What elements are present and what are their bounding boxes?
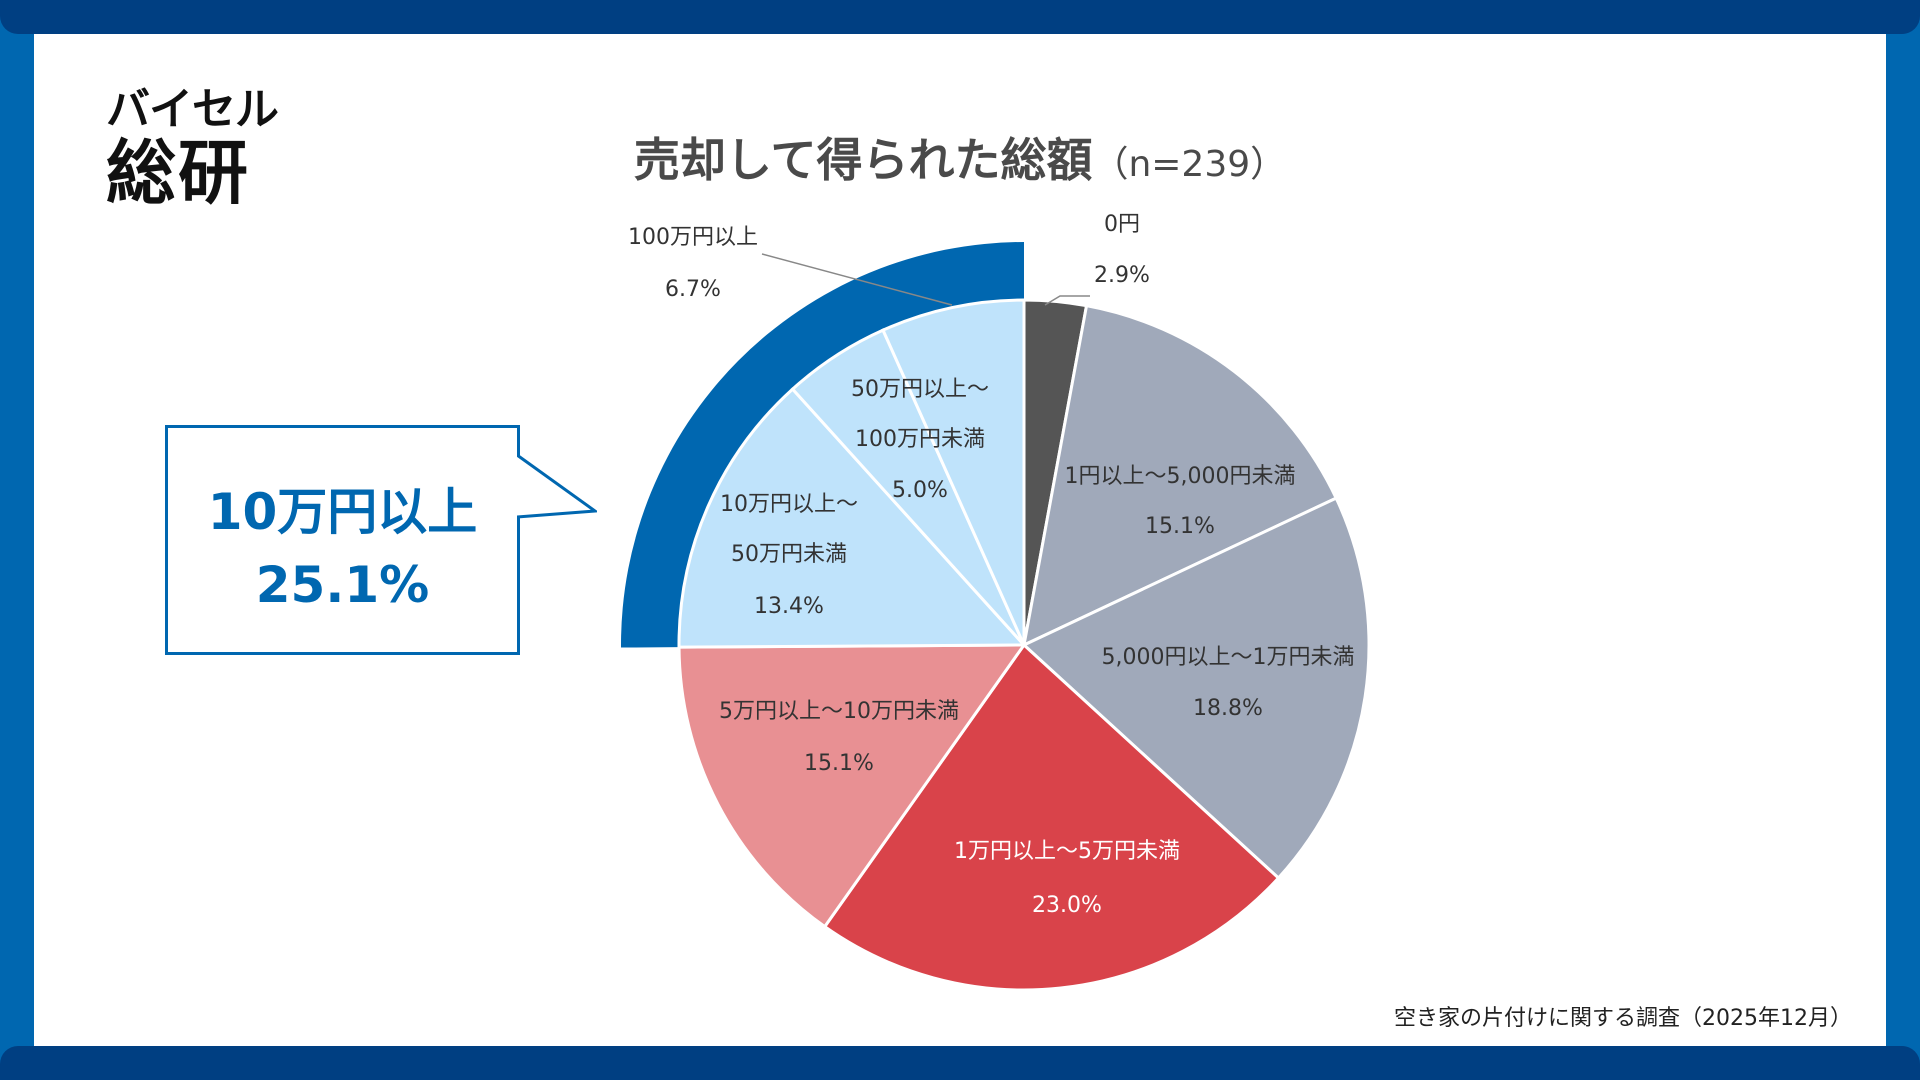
chart-subtitle: （n=239）: [1092, 144, 1287, 185]
pie-slice-5: [677, 386, 1028, 649]
pie-slice-7: [881, 298, 1026, 646]
slice-label-3: 1万円以上～5万円未満: [954, 839, 1180, 864]
pie-slices: [677, 298, 1371, 992]
callout-label: 10万円以上: [207, 483, 478, 541]
slice-value-7: 6.7%: [665, 277, 721, 302]
slice-label-4: 5万円以上～10万円未満: [719, 699, 959, 724]
slice-value-6: 5.0%: [892, 478, 948, 503]
brand-logo: バイセル 総研: [106, 84, 286, 214]
source-note: 空き家の片付けに関する調査（2025年12月）: [1394, 1006, 1852, 1031]
slice-value-2: 18.8%: [1193, 696, 1263, 721]
highlight-arc: [621, 242, 1024, 648]
pie-slice-3: [822, 642, 1281, 992]
slice-value-3: 23.0%: [1032, 893, 1102, 918]
frame-border-bottom: [0, 1046, 1920, 1080]
callout-value: 25.1%: [255, 555, 430, 614]
slice-value-1: 15.1%: [1145, 514, 1215, 539]
slice-label-5-line1: 50万円未満: [731, 542, 847, 567]
callout-pointer: [517, 453, 597, 519]
slice-label-7: 100万円以上: [628, 225, 758, 250]
frame-border-top: [0, 0, 1920, 34]
leader-lines: [761, 253, 1090, 306]
slice-value-4: 15.1%: [804, 751, 874, 776]
frame-border-left: [0, 0, 34, 1080]
pie-slice-1: [1021, 303, 1339, 648]
slice-value-5: 13.4%: [754, 594, 824, 619]
slice-label-1: 1円以上～5,000円未満: [1065, 464, 1296, 489]
brand-logo-line2: 総研: [106, 132, 250, 214]
chart-title-block: 売却して得られた総額（n=239）: [0, 124, 1920, 190]
highlight-callout: 10万円以上 25.1%: [165, 425, 520, 655]
highlight-arc-layer: [621, 242, 1024, 648]
slice-label-2: 5,000円以上～1万円未満: [1102, 645, 1355, 670]
pie-slice-4: [677, 643, 1027, 929]
frame-border-right: [1886, 0, 1920, 1080]
slice-label-6-line1: 100万円未満: [855, 427, 985, 452]
brand-logo-line1: バイセル: [106, 84, 279, 135]
chart-title: 売却して得られた総額: [633, 133, 1093, 187]
leader-line-7: [761, 253, 953, 306]
slice-label-6-line0: 50万円以上～: [851, 377, 989, 402]
pie-slice-2: [1021, 496, 1371, 881]
slice-label-0: 0円: [1104, 212, 1140, 237]
slice-value-0: 2.9%: [1094, 263, 1150, 288]
slice-labels: 0円 2.9% 1円以上～5,000円未満 15.1% 5,000円以上～1万円未満 18…: [628, 212, 1354, 918]
leader-line-0: [1044, 295, 1090, 306]
slice-label-5-line0: 10万円以上～: [720, 492, 858, 517]
